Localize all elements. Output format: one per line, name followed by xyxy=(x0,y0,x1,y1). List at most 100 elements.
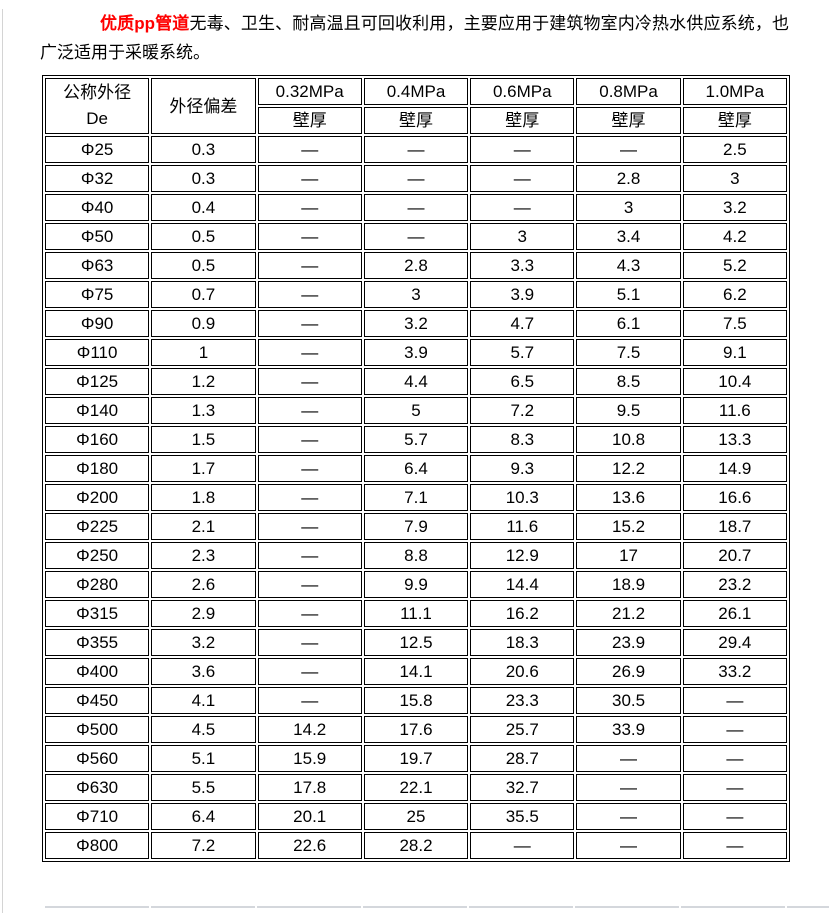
cell-wall-thickness: 16.2 xyxy=(470,600,575,627)
cell-diameter: Φ225 xyxy=(45,513,150,540)
page-left-border xyxy=(2,9,3,913)
cell-wall-thickness: 15.9 xyxy=(257,745,362,772)
cell-wall-thickness: 3.3 xyxy=(470,252,575,279)
cell-wall-thickness: — xyxy=(257,165,362,192)
next-table-cell-edge xyxy=(151,906,255,908)
cell-wall-thickness: 22.6 xyxy=(257,832,362,859)
cell-wall-thickness: 26.1 xyxy=(682,600,787,627)
cell-diameter: Φ800 xyxy=(45,832,150,859)
table-row: Φ75 0.7—3 3.9 5.1 6.2 xyxy=(45,281,787,308)
cell-wall-thickness: 9.3 xyxy=(470,455,575,482)
next-table-cell-edge xyxy=(681,906,785,908)
cell-wall-thickness: 13.6 xyxy=(576,484,681,511)
cell-wall-thickness: 10.3 xyxy=(470,484,575,511)
intro-text: 无毒、卫生、耐高温且可回收利用，主要应用于建筑物室内冷热水供应系统，也广泛适用于… xyxy=(40,14,789,62)
header-deviation: 外径偏差 xyxy=(151,78,256,134)
cell-wall-thickness: 33.9 xyxy=(576,716,681,743)
cell-wall-thickness: — xyxy=(470,832,575,859)
header-wall-thickness: 壁厚 xyxy=(257,107,362,134)
cell-wall-thickness: 22.1 xyxy=(363,774,469,801)
cell-wall-thickness: 11.6 xyxy=(682,397,787,424)
cell-wall-thickness: 6.4 xyxy=(363,455,469,482)
cell-wall-thickness: 23.2 xyxy=(682,571,787,598)
cell-wall-thickness: 4.7 xyxy=(470,310,575,337)
cell-wall-thickness: 23.3 xyxy=(470,687,575,714)
cell-diameter: Φ40 xyxy=(45,194,150,221)
cell-wall-thickness: — xyxy=(576,774,681,801)
cell-wall-thickness: — xyxy=(257,426,362,453)
table-row: Φ800 7.2 22.6 28.2— — — xyxy=(45,832,787,859)
table-row: Φ180 1.7—6.4 9.3 12.2 14.9 xyxy=(45,455,787,482)
cell-wall-thickness: 17.8 xyxy=(257,774,362,801)
cell-wall-thickness: 17 xyxy=(576,542,681,569)
header-nominal-diameter: 公称外径 De xyxy=(45,78,150,134)
cell-wall-thickness: 12.2 xyxy=(576,455,681,482)
cell-wall-thickness: 5.7 xyxy=(470,339,575,366)
cell-wall-thickness: 8.3 xyxy=(470,426,575,453)
header-pressure-032: 0.32MPa xyxy=(257,78,362,105)
cell-wall-thickness: — xyxy=(257,629,362,656)
cell-wall-thickness: 25 xyxy=(363,803,469,830)
cell-wall-thickness: — xyxy=(363,223,469,250)
cell-wall-thickness: 2.5 xyxy=(682,136,787,163)
cell-deviation: 0.3 xyxy=(151,165,256,192)
cell-wall-thickness: 13.3 xyxy=(682,426,787,453)
header-wall-thickness: 壁厚 xyxy=(682,107,787,134)
cell-wall-thickness: 14.4 xyxy=(470,571,575,598)
cell-wall-thickness: 7.5 xyxy=(576,339,681,366)
cell-wall-thickness: 5.7 xyxy=(363,426,469,453)
cell-diameter: Φ200 xyxy=(45,484,150,511)
next-table-cell-edge xyxy=(787,906,829,908)
cell-diameter: Φ500 xyxy=(45,716,150,743)
cell-wall-thickness: 3.4 xyxy=(576,223,681,250)
cell-deviation: 2.1 xyxy=(151,513,256,540)
cell-diameter: Φ50 xyxy=(45,223,150,250)
cell-diameter: Φ160 xyxy=(45,426,150,453)
cell-deviation: 1.8 xyxy=(151,484,256,511)
cell-deviation: 5.5 xyxy=(151,774,256,801)
pipe-table-body: Φ25 0.3— — — —2.5 Φ32 0.3— — —2.8 3 Φ40 0.4— — —3 3.2 Φ… xyxy=(45,136,787,859)
table-row: Φ280 2.6—9.9 14.4 18.9 23.2 xyxy=(45,571,787,598)
table-row: Φ50 0.5— —3 3.4 4.2 xyxy=(45,223,787,250)
cell-deviation: 2.3 xyxy=(151,542,256,569)
next-table-cell-edge xyxy=(45,906,149,908)
cell-wall-thickness: — xyxy=(257,136,362,163)
cell-wall-thickness: 30.5 xyxy=(576,687,681,714)
cell-diameter: Φ710 xyxy=(45,803,150,830)
cell-wall-thickness: 20.6 xyxy=(470,658,575,685)
cell-wall-thickness: 14.9 xyxy=(682,455,787,482)
cell-deviation: 0.4 xyxy=(151,194,256,221)
header-wall-thickness: 壁厚 xyxy=(363,107,469,134)
cell-wall-thickness: 26.9 xyxy=(576,658,681,685)
cell-wall-thickness: — xyxy=(257,513,362,540)
cell-wall-thickness: — xyxy=(257,252,362,279)
pipe-spec-table: 公称外径 De 外径偏差 0.32MPa 0.4MPa 0.6MPa 0.8MP… xyxy=(42,75,790,862)
cell-wall-thickness: — xyxy=(363,194,469,221)
cell-wall-thickness: — xyxy=(576,803,681,830)
cell-wall-thickness: 14.2 xyxy=(257,716,362,743)
cell-wall-thickness: — xyxy=(257,455,362,482)
cell-wall-thickness: 3.2 xyxy=(363,310,469,337)
cell-deviation: 2.6 xyxy=(151,571,256,598)
cell-deviation: 0.5 xyxy=(151,223,256,250)
cell-wall-thickness: 7.1 xyxy=(363,484,469,511)
cell-diameter: Φ180 xyxy=(45,455,150,482)
cell-wall-thickness: 9.1 xyxy=(682,339,787,366)
table-row: Φ110 1—3.9 5.7 7.5 9.1 xyxy=(45,339,787,366)
cell-wall-thickness: 6.5 xyxy=(470,368,575,395)
table-row: Φ125 1.2—4.4 6.5 8.5 10.4 xyxy=(45,368,787,395)
cell-wall-thickness: 3 xyxy=(363,281,469,308)
cell-wall-thickness: 35.5 xyxy=(470,803,575,830)
next-table-cell-edge xyxy=(469,906,573,908)
cell-deviation: 1 xyxy=(151,339,256,366)
cell-deviation: 5.1 xyxy=(151,745,256,772)
cell-diameter: Φ560 xyxy=(45,745,150,772)
cell-wall-thickness: 25.7 xyxy=(470,716,575,743)
next-table-top-edge xyxy=(45,906,829,913)
intro-paragraph: 优质pp管道无毒、卫生、耐高温且可回收利用，主要应用于建筑物室内冷热水供应系统，… xyxy=(40,9,789,67)
cell-wall-thickness: — xyxy=(257,571,362,598)
cell-wall-thickness: — xyxy=(257,339,362,366)
cell-wall-thickness: 6.2 xyxy=(682,281,787,308)
cell-wall-thickness: 12.9 xyxy=(470,542,575,569)
cell-wall-thickness: 28.7 xyxy=(470,745,575,772)
